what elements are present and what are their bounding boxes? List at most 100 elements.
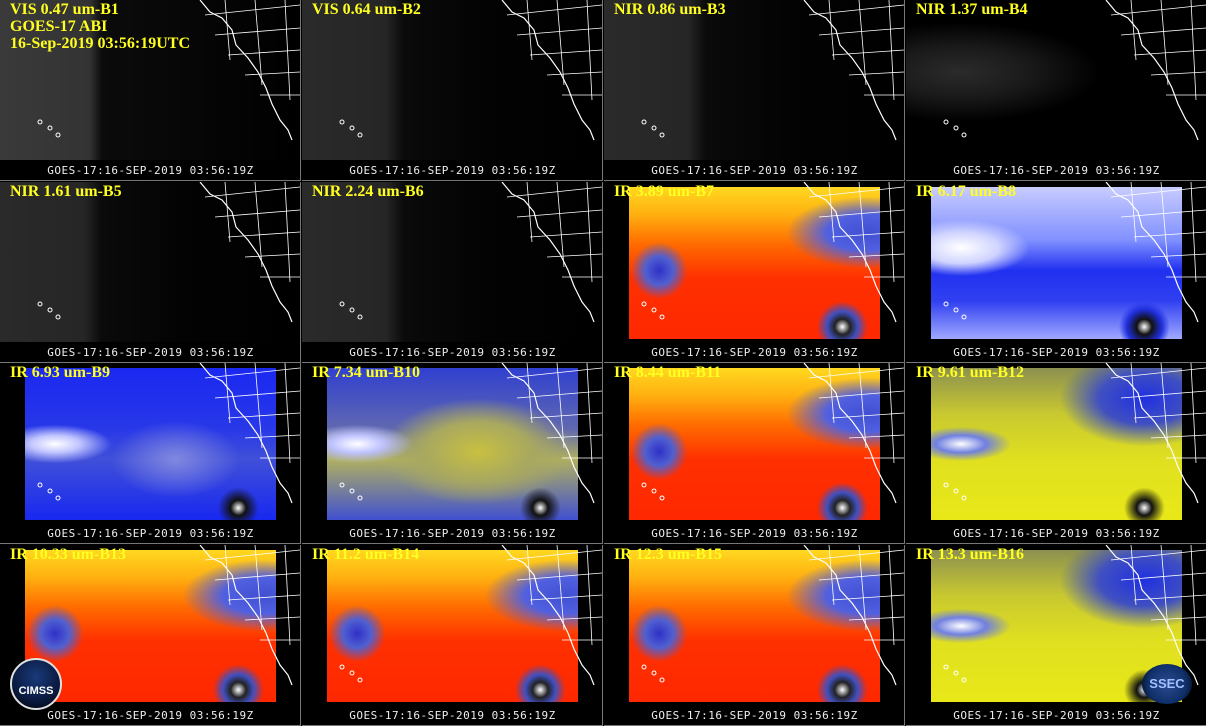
island <box>961 495 967 501</box>
satellite-image <box>629 549 880 702</box>
satellite-image <box>0 181 300 342</box>
island <box>357 132 363 138</box>
satellite-image <box>25 368 276 520</box>
coastline <box>199 0 293 141</box>
island <box>349 125 355 131</box>
cimss-logo: CIMSS <box>10 658 62 710</box>
coastline-overlay <box>339 181 603 322</box>
island <box>659 677 665 682</box>
satellite-image <box>0 0 300 160</box>
island <box>961 132 967 138</box>
island <box>349 670 355 675</box>
panel-subtitle: 16-Sep-2019 03:56:19UTC <box>10 35 190 52</box>
coastline <box>1105 544 1199 685</box>
island <box>641 119 647 125</box>
satellite-panel: IR 8.44 um-B11 GOES-17:16-SEP-2019 03:56:… <box>604 363 905 544</box>
satellite-image <box>25 549 276 702</box>
satellite-image <box>931 368 1182 520</box>
island <box>47 125 53 131</box>
panel-title: IR 10.33 um-B13 <box>10 545 127 563</box>
satellite-image <box>302 0 602 160</box>
island <box>349 488 355 494</box>
state-borders <box>1110 181 1206 282</box>
state-borders <box>204 0 301 101</box>
panel-title: IR 12.3 um-B15 <box>614 545 723 563</box>
coastline-overlay <box>339 544 603 685</box>
coastline-overlay <box>641 363 905 504</box>
state-borders <box>506 544 603 645</box>
panel-title: NIR 2.24 um-B6 <box>312 182 424 200</box>
satellite-panel: NIR 0.86 um-B3 GOES-17:16-SEP-2019 03:56:… <box>604 0 905 181</box>
panel-title: IR 7.34 um-B10 <box>312 364 421 381</box>
island <box>357 677 363 682</box>
panel-title: NIR 1.61 um-B5 <box>10 182 122 200</box>
panel-title: VIS 0.47 um-B1 <box>10 1 119 18</box>
satellite-panel: IR 12.3 um-B15 GOES-17:16-SEP-2019 03:56:… <box>604 544 905 726</box>
panel-title: IR 3.89 um-B7 <box>614 182 715 200</box>
satellite-panel: VIS 0.47 um-B1 GOES-17 ABI 16-Sep-2019 03:… <box>0 0 301 181</box>
island <box>651 670 657 675</box>
panel-footer: GOES-17:16-SEP-2019 03:56:19Z <box>349 527 556 540</box>
panel-title: IR 8.44 um-B11 <box>614 364 722 381</box>
island <box>651 125 657 131</box>
panel-footer: GOES-17:16-SEP-2019 03:56:19Z <box>349 164 556 177</box>
state-borders <box>1110 0 1206 101</box>
satellite-panel: NIR 1.37 um-B4 GOES-17:16-SEP-2019 03:56:… <box>906 0 1206 181</box>
coastline-overlay <box>641 544 905 685</box>
coastline-overlay <box>943 181 1206 322</box>
panel-footer: GOES-17:16-SEP-2019 03:56:19Z <box>651 164 858 177</box>
island <box>943 482 949 488</box>
coastline <box>803 181 897 322</box>
panel-title: IR 13.3 um-B16 <box>916 545 1025 563</box>
state-borders <box>1110 544 1206 645</box>
panel-title: IR 11.2 um-B14 <box>312 545 420 563</box>
island <box>55 314 61 319</box>
coastline-overlay <box>37 181 301 322</box>
panel-title: IR 6.93 um-B9 <box>10 364 111 381</box>
island <box>55 495 61 501</box>
state-borders <box>204 363 301 464</box>
panel-footer: GOES-17:16-SEP-2019 03:56:19Z <box>651 345 858 359</box>
coastline <box>803 544 897 685</box>
coastline-overlay <box>37 363 301 504</box>
panel-title: NIR 1.37 um-B4 <box>916 1 1028 18</box>
coastline-overlay <box>339 0 603 141</box>
ssec-logo: SSEC <box>1142 664 1192 704</box>
island <box>47 488 53 494</box>
island <box>339 664 345 669</box>
satellite-panel: IR 13.3 um-B16 GOES-17:16-SEP-2019 03:56:… <box>906 544 1206 726</box>
island <box>953 670 959 675</box>
coastline <box>1105 363 1199 504</box>
satellite-panel: IR 7.34 um-B10 GOES-17:16-SEP-2019 03:56:… <box>302 363 603 544</box>
island <box>943 119 949 125</box>
satellite-panel: IR 3.89 um-B7 GOES-17:16-SEP-2019 03:56:1… <box>604 181 905 363</box>
coastline <box>501 544 595 685</box>
island <box>339 119 345 125</box>
state-borders <box>808 181 905 282</box>
coastline <box>501 181 595 322</box>
satellite-image <box>327 549 578 702</box>
satellite-image <box>629 368 880 520</box>
coastline <box>1105 0 1199 141</box>
panel-footer: GOES-17:16-SEP-2019 03:56:19Z <box>651 708 858 722</box>
island <box>659 314 665 319</box>
satellite-image <box>906 0 1206 160</box>
panel-subtitle: GOES-17 ABI <box>10 18 108 35</box>
satellite-image <box>604 0 904 160</box>
satellite-panel: IR 6.17 um-B8 GOES-17:16-SEP-2019 03:56:1… <box>906 181 1206 363</box>
island <box>641 664 647 669</box>
panel-footer: GOES-17:16-SEP-2019 03:56:19Z <box>953 527 1160 540</box>
satellite-image <box>931 549 1182 702</box>
coastline-overlay <box>943 0 1206 141</box>
state-borders <box>1110 363 1206 464</box>
coastline <box>803 0 897 141</box>
satellite-image <box>931 186 1182 339</box>
island <box>349 307 355 312</box>
panel-title: IR 6.17 um-B8 <box>916 182 1017 200</box>
coastline <box>1105 181 1199 322</box>
satellite-panel: IR 6.93 um-B9 GOES-17:16-SEP-2019 03:56:1… <box>0 363 301 544</box>
coastline-overlay <box>339 363 603 504</box>
island <box>659 132 665 138</box>
island <box>357 495 363 501</box>
island <box>953 488 959 494</box>
